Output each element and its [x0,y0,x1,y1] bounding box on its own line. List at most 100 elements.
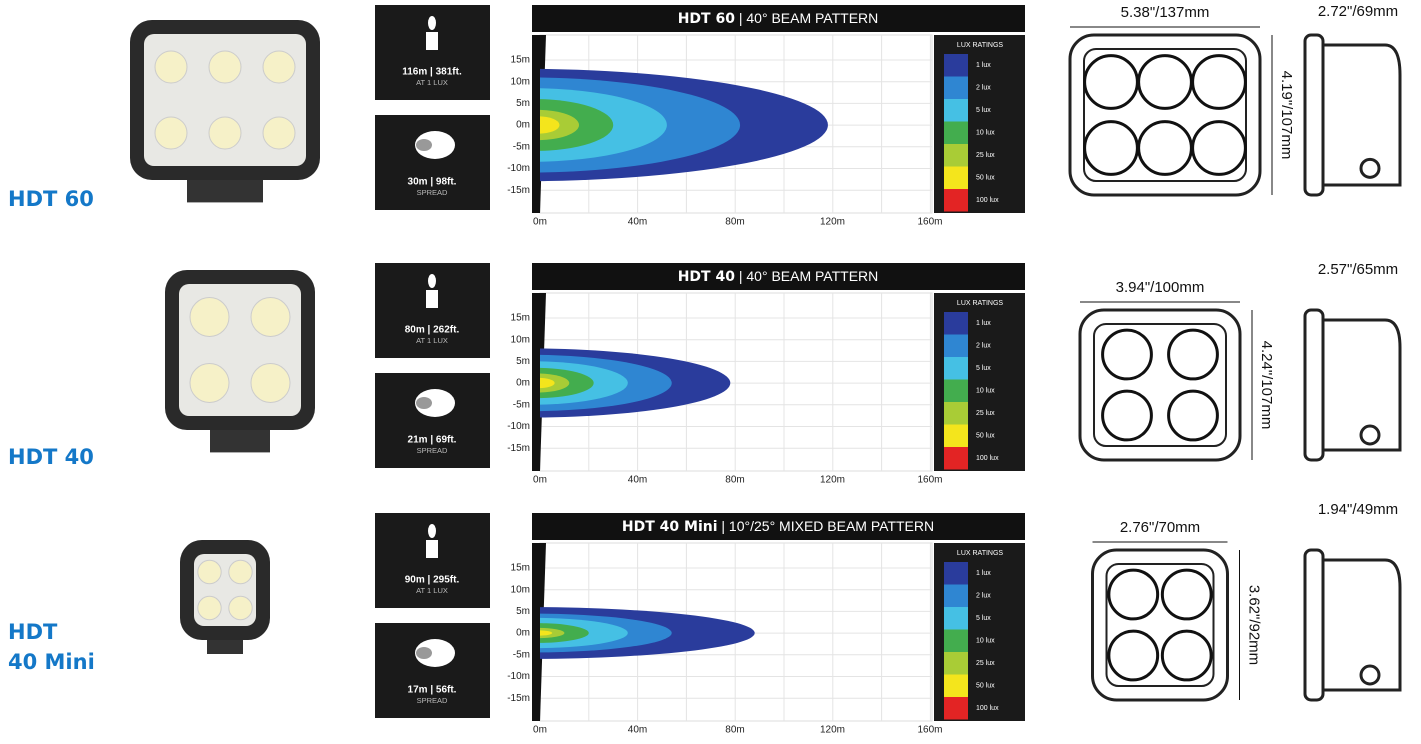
product-name: HDT 60 [8,187,94,211]
legend-label: 2 lux [976,342,991,349]
depth-label: 2.72"/69mm [1318,3,1398,20]
beam-contour [540,116,560,134]
legend-label: 5 lux [976,615,991,622]
legend-swatch [944,166,968,189]
x-tick-label: 40m [628,725,647,736]
legend-swatch [944,674,968,697]
candle-icon [426,290,438,308]
chart-title-bold: HDT 40 Mini [622,519,718,535]
front-outline [1078,308,1242,462]
legend-label: 1 lux [976,320,991,327]
flame-icon [428,274,436,288]
legend-label: 5 lux [976,365,991,372]
spread-note: SPREAD [417,696,448,705]
legend-swatch [944,99,968,122]
legend-label: 1 lux [976,62,991,69]
legend-label: 10 lux [976,387,995,394]
front-lens [1083,48,1247,182]
y-tick-label: -10m [507,421,530,432]
distance-note: AT 1 LUX [416,78,448,87]
chart-title-rest: | 10°/25° MIXED BEAM PATTERN [718,518,935,534]
y-tick-label: -10m [507,671,530,682]
spread-icon [415,639,455,667]
spread-icon-inner [416,647,432,659]
side-body [1323,318,1402,452]
led [262,50,296,84]
candle-icon [426,32,438,50]
led [208,50,242,84]
legend-title: LUX RATINGS [957,42,1003,49]
x-tick-label: 0m [533,475,547,486]
chart-title: HDT 40 Mini | 10°/25° MIXED BEAM PATTERN [622,518,934,535]
legend-swatch [944,652,968,675]
chart-header [532,263,1025,290]
legend-swatch [944,54,968,77]
legend-label: 25 lux [976,660,995,667]
depth-label: 2.57"/65mm [1318,261,1398,278]
legend-label: 10 lux [976,637,995,644]
side-body [1323,43,1402,187]
legend-swatch [944,607,968,630]
distance: 80m | 262ft. [405,325,460,336]
legend-label: 50 lux [976,432,995,439]
y-tick-label: -5m [513,141,530,152]
legend-label: 100 lux [976,455,999,462]
legend-swatch [944,447,968,470]
legend-label: 1 lux [976,570,991,577]
y-tick-label: -5m [513,649,530,660]
legend-swatch [944,562,968,585]
led [189,363,230,403]
front-lens [1105,563,1215,687]
beam-contour [540,630,553,636]
y-tick-label: 10m [511,334,530,345]
chart-title-rest: | 40° BEAM PATTERN [735,10,878,26]
y-tick-label: 10m [511,76,530,87]
front-led [1083,54,1139,110]
spread: 21m | 69ft. [408,435,457,446]
legend-label: 2 lux [976,592,991,599]
chart-title-bold: HDT 40 [678,269,736,285]
legend-swatch [944,357,968,380]
front-led [1107,629,1160,682]
chart-title-bold: HDT 60 [678,11,736,27]
front-led [1160,568,1213,621]
x-tick-label: 160m [917,217,942,228]
info-box [375,115,490,210]
lamp-bracket [207,640,243,654]
depth-label: 1.94"/49mm [1318,501,1398,518]
led [197,559,222,585]
legend-swatch [944,379,968,402]
side-face [1303,308,1325,462]
spread-icon-inner [416,139,432,151]
chart-header [532,5,1025,32]
lamp-bracket [210,430,270,453]
side-face [1303,33,1325,197]
legend-swatch [944,76,968,99]
flame-icon [428,524,436,538]
x-tick-label: 0m [533,725,547,736]
legend-swatch [944,312,968,335]
y-tick-label: -5m [513,399,530,410]
height-label: 3.62"/92mm [1246,585,1263,665]
axis-wedge [532,543,546,721]
distance-note: AT 1 LUX [416,586,448,595]
front-led [1083,120,1139,176]
spread: 30m | 98ft. [408,177,457,188]
led [228,595,253,621]
legend-title: LUX RATINGS [957,550,1003,557]
front-outline [1068,33,1262,197]
distance: 116m | 381ft. [402,67,462,78]
legend-label: 5 lux [976,107,991,114]
width-label: 5.38"/137mm [1121,4,1210,21]
axis-wedge [532,293,546,471]
legend-swatch [944,189,968,212]
front-led [1191,54,1247,110]
legend-swatch [944,334,968,357]
front-led [1137,120,1193,176]
spread-note: SPREAD [417,446,448,455]
front-led [1167,328,1219,381]
product-name: HDT 40 [8,445,94,469]
front-led [1101,328,1153,381]
x-tick-label: 40m [628,217,647,228]
